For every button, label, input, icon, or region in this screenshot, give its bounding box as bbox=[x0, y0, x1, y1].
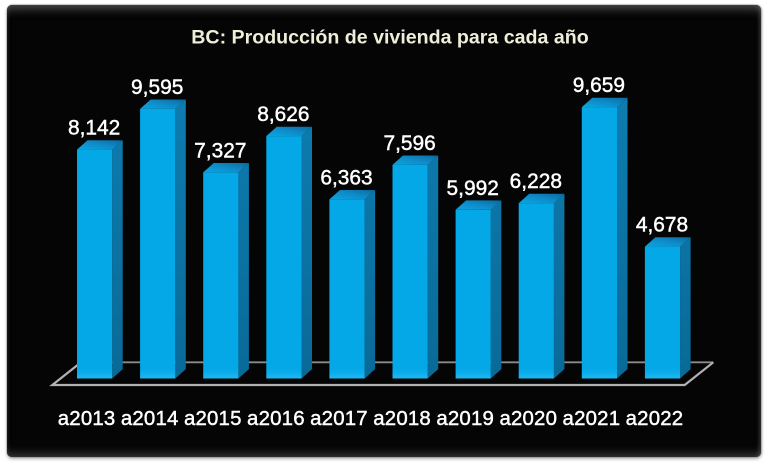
svg-text:a2018: a2018 bbox=[373, 408, 431, 430]
svg-text:8,142: 8,142 bbox=[68, 117, 120, 140]
svg-text:a2013: a2013 bbox=[58, 408, 116, 430]
svg-text:8,626: 8,626 bbox=[257, 103, 309, 126]
svg-text:a2019: a2019 bbox=[436, 408, 494, 430]
svg-text:6,228: 6,228 bbox=[510, 170, 562, 193]
svg-text:a2015: a2015 bbox=[184, 408, 242, 430]
svg-text:a2021: a2021 bbox=[563, 408, 621, 430]
svg-text:9,595: 9,595 bbox=[131, 76, 183, 99]
svg-text:a2022: a2022 bbox=[626, 408, 684, 430]
svg-text:a2017: a2017 bbox=[310, 408, 368, 430]
svg-text:a2016: a2016 bbox=[247, 408, 305, 430]
svg-text:a2014: a2014 bbox=[121, 408, 179, 430]
svg-text:9,659: 9,659 bbox=[573, 74, 625, 97]
svg-text:6,363: 6,363 bbox=[320, 166, 372, 189]
svg-text:a2020: a2020 bbox=[499, 408, 557, 430]
svg-text:7,327: 7,327 bbox=[194, 139, 246, 162]
svg-text:7,596: 7,596 bbox=[383, 132, 435, 155]
svg-text:5,992: 5,992 bbox=[447, 177, 499, 200]
svg-text:4,678: 4,678 bbox=[636, 214, 688, 237]
svg-text:BC: Producción de vivienda par: BC: Producción de vivienda para cada año bbox=[191, 27, 588, 49]
